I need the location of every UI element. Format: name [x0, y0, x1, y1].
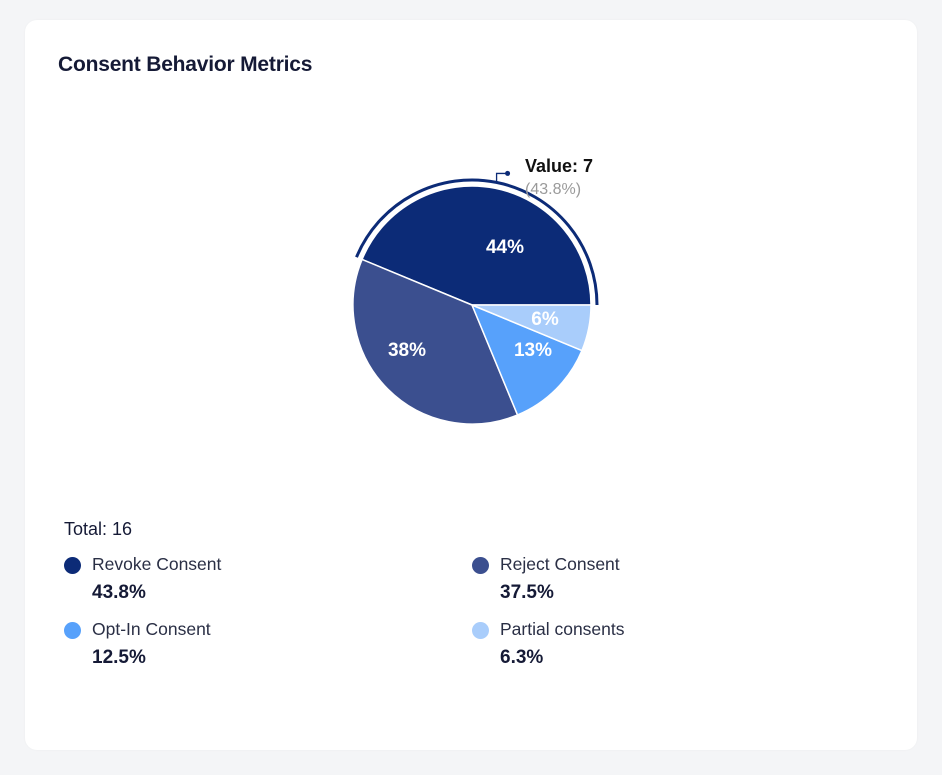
pie-slice-partial-consents[interactable] [471, 304, 592, 352]
legend-percent: 12.5% [92, 647, 146, 668]
legend-label: Reject Consent [500, 554, 620, 574]
legend-label: Opt-In Consent [92, 619, 211, 639]
legend-percent: 43.8% [92, 582, 146, 603]
tooltip-value: Value: 7 [525, 156, 593, 176]
legend-dot [64, 557, 81, 574]
legend-dot [64, 622, 81, 639]
pie-slice-opt-in-consent[interactable] [470, 303, 583, 416]
slice-percent-label: 6% [531, 309, 559, 330]
tooltip-percent: (43.8%) [525, 181, 581, 198]
slice-percent-label: 38% [388, 340, 426, 361]
legend-dot [472, 557, 489, 574]
legend-percent: 37.5% [500, 582, 554, 603]
legend-percent: 6.3% [500, 647, 544, 668]
legend-dot [472, 622, 489, 639]
slice-percent-label: 44% [486, 237, 524, 258]
slice-percent-label: 13% [514, 340, 552, 361]
hover-outline[interactable] [355, 178, 599, 306]
pie-slice-reject-consent[interactable] [352, 258, 519, 425]
tooltip-leader-line [495, 172, 508, 182]
legend-label: Partial consents [500, 619, 625, 639]
total-label: Total: 16 [64, 519, 133, 539]
legend-label: Revoke Consent [92, 554, 222, 574]
chart-title: Consent Behavior Metrics [58, 53, 313, 76]
tooltip-leader-dot [505, 170, 511, 176]
pie-slice-revoke-consent[interactable] [361, 185, 592, 306]
